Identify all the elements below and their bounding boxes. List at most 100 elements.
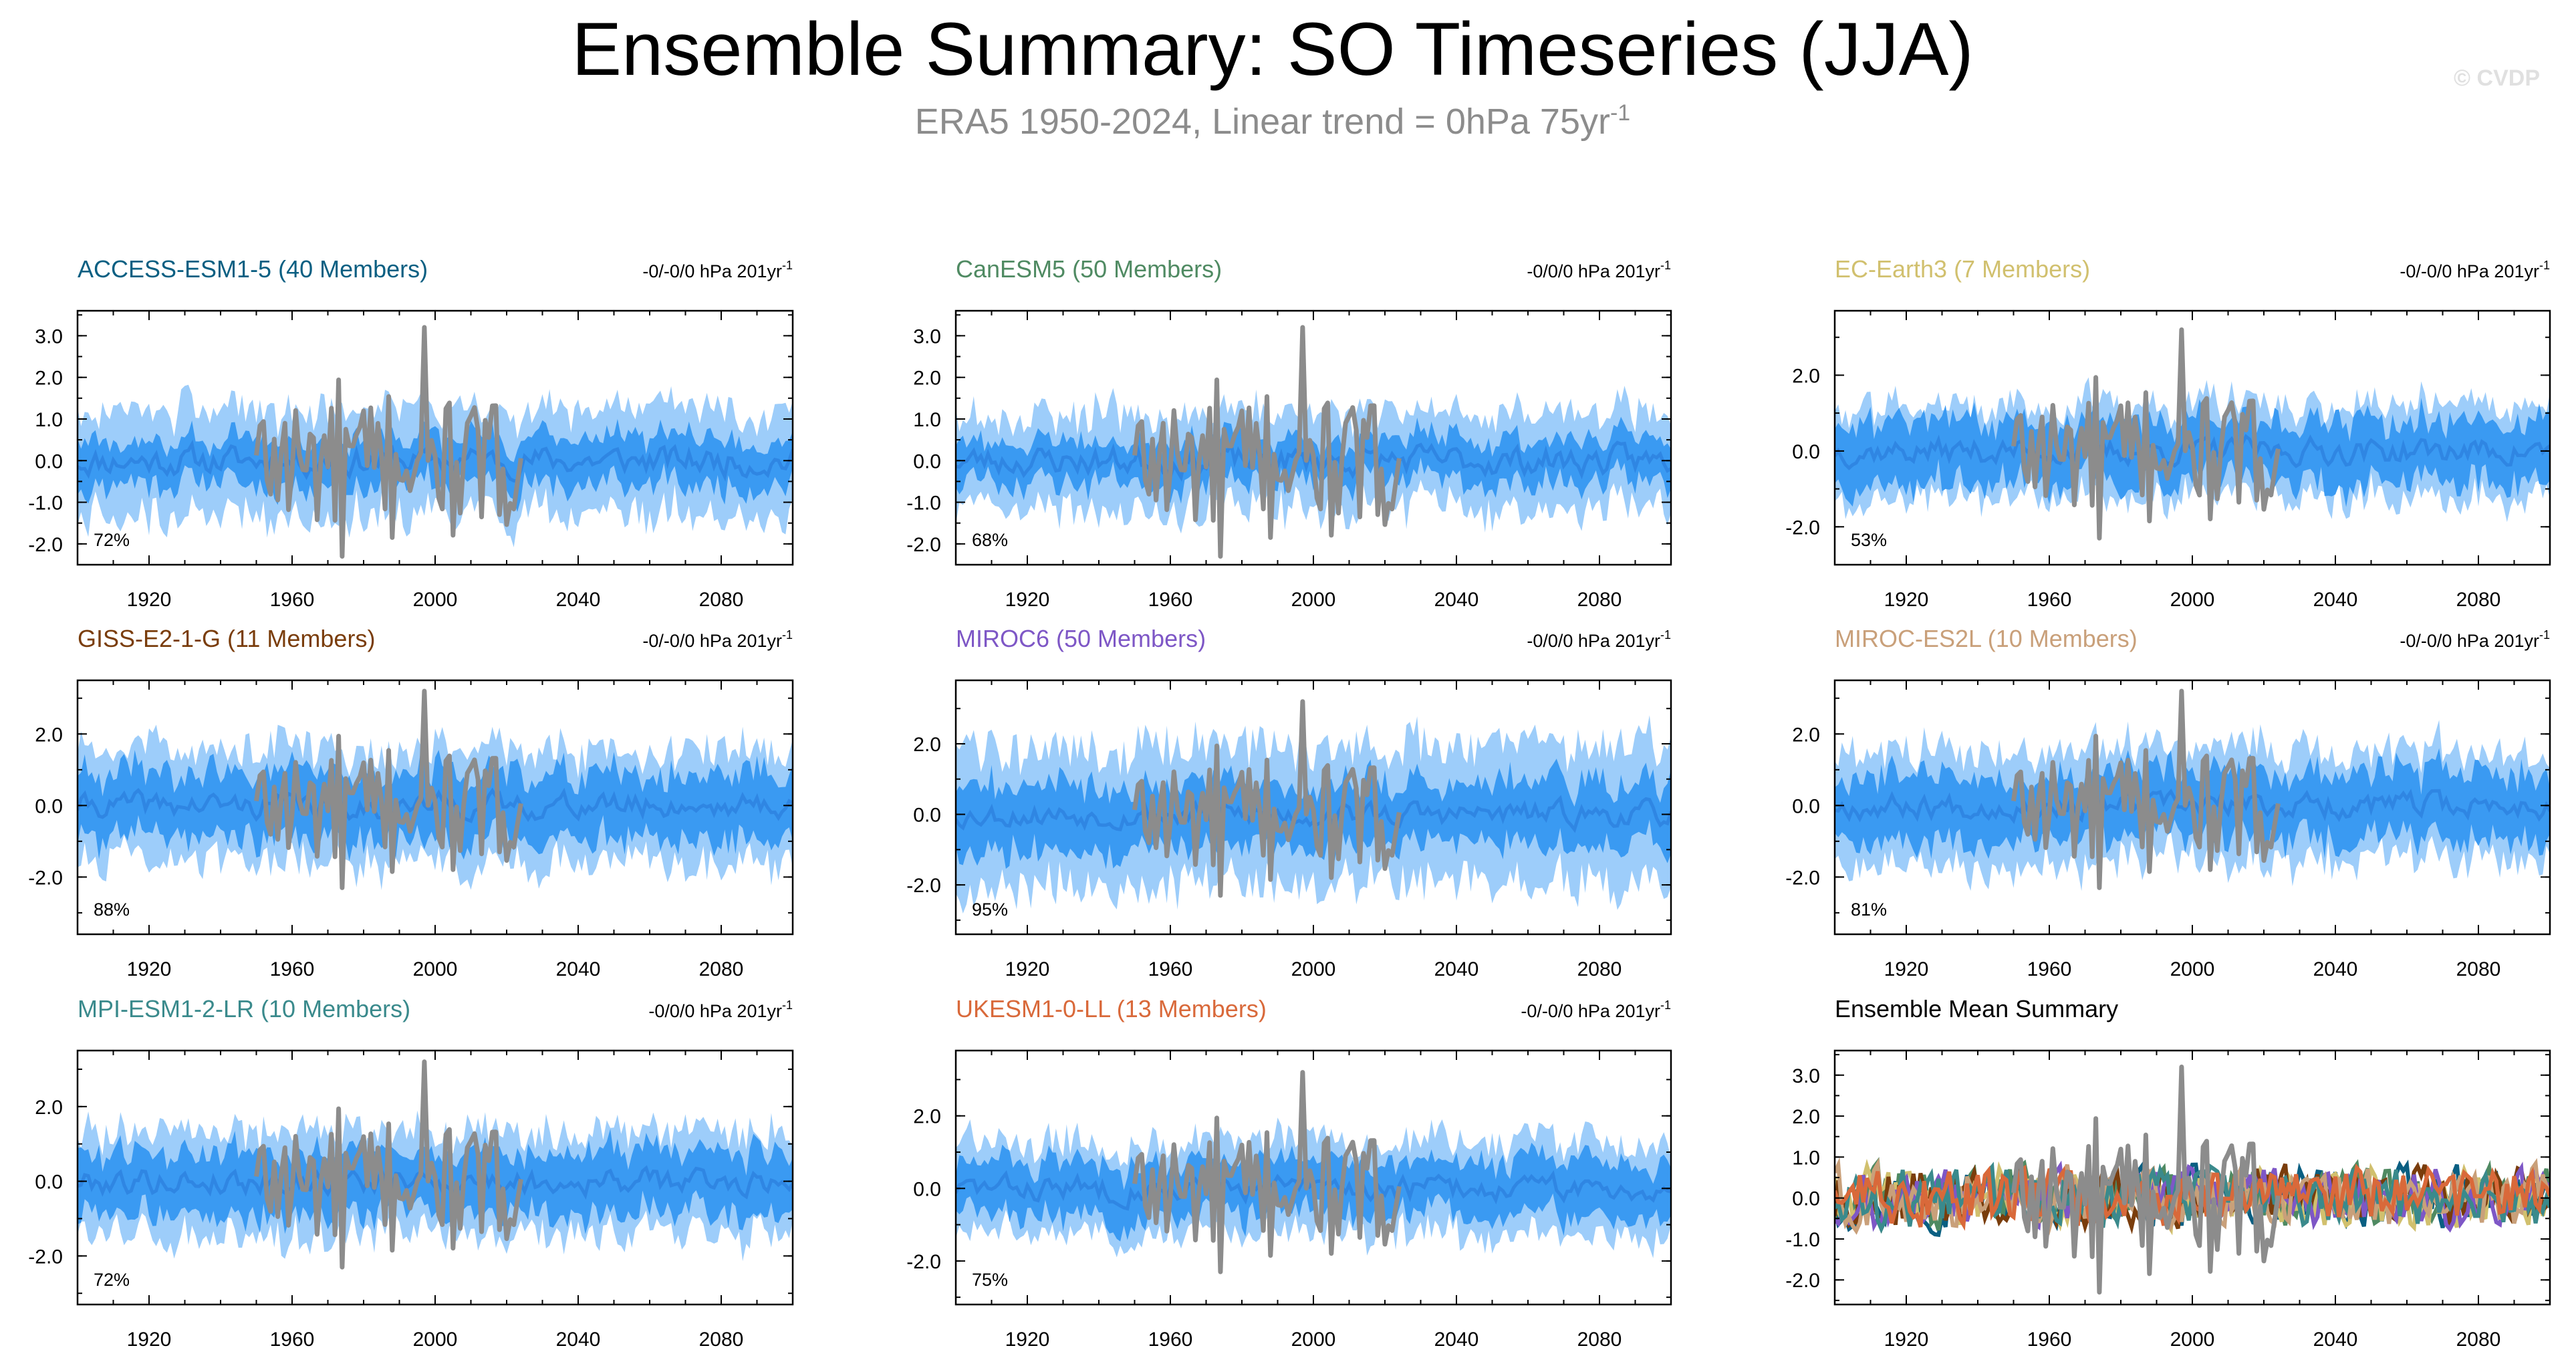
percent-label: 72% [94, 1270, 130, 1290]
x-tick-label: 1920 [1005, 589, 1050, 611]
panel-title: Ensemble Mean Summary [1835, 995, 2118, 1022]
x-tick-label: 1960 [2027, 589, 2072, 611]
x-tick-label: 1960 [270, 1329, 315, 1351]
x-tick-label: 1960 [270, 958, 315, 980]
y-tick-label: 3.0 [913, 325, 941, 348]
trend-text: -0/-0/0 hPa 201yr [2400, 261, 2539, 281]
x-tick-label: 1920 [127, 589, 172, 611]
panel-title: MIROC-ES2L (10 Members) [1835, 625, 2138, 652]
trend-superscript: -1 [782, 998, 793, 1012]
percent-label: 88% [94, 900, 130, 920]
x-tick-label: 2080 [1577, 589, 1622, 611]
y-tick-label: 2.0 [913, 734, 941, 756]
y-tick-label: -1.0 [1785, 1229, 1820, 1251]
trend-label: -0/-0/0 hPa 201yr-1 [642, 628, 793, 651]
percent-label: 68% [972, 530, 1008, 550]
trend-label: -0/-0/0 hPa 201yr-1 [2400, 628, 2550, 651]
y-tick-label: -2.0 [28, 867, 63, 889]
y-tick-label: 2.0 [35, 724, 63, 746]
trend-text: -0/-0/0 hPa 201yr [1521, 1001, 1660, 1021]
percent-label: 95% [972, 900, 1008, 920]
y-tick-label: -2.0 [28, 534, 63, 556]
x-tick-label: 2080 [1577, 1329, 1622, 1351]
x-tick-label: 1960 [270, 589, 315, 611]
percent-label: 75% [972, 1270, 1008, 1290]
trend-superscript: -1 [1660, 259, 1671, 272]
plot-area [78, 688, 793, 890]
y-tick-label: -1.0 [28, 493, 63, 515]
observations-line [1132, 325, 1402, 559]
y-tick-label: -2.0 [1785, 517, 1820, 539]
x-tick-label: 1960 [2027, 1329, 2072, 1351]
trend-text: -0/0/0 hPa 201yr [1527, 261, 1660, 281]
y-tick-label: 1.0 [35, 409, 63, 431]
subtitle-superscript: -1 [1610, 100, 1630, 126]
trend-text: -0/0/0 hPa 201yr [1527, 631, 1660, 651]
plot-area [956, 699, 1671, 914]
y-tick-label: -2.0 [28, 1246, 63, 1268]
x-tick-label: 2080 [699, 1329, 744, 1351]
percent-label: 53% [1851, 530, 1887, 550]
trend-label: -0/0/0 hPa 201yr-1 [1527, 259, 1671, 281]
y-tick-label: 2.0 [35, 368, 63, 390]
figure-subtitle: ERA5 1950-2024, Linear trend = 0hPa 75yr… [915, 100, 1630, 142]
trend-superscript: -1 [2539, 628, 2550, 642]
y-tick-label: 0.0 [35, 1172, 63, 1194]
y-tick-label: -2.0 [1785, 1270, 1820, 1292]
y-tick-label: 0.0 [913, 450, 941, 472]
y-tick-label: 0.0 [35, 450, 63, 472]
x-tick-label: 2000 [413, 589, 458, 611]
panel-grid: ACCESS-ESM1-5 (40 Members) -0/-0/0 hPa 20… [28, 255, 2551, 1351]
x-tick-label: 2080 [2456, 589, 2501, 611]
x-tick-label: 2000 [2170, 958, 2215, 980]
y-tick-label: 2.0 [1792, 365, 1820, 387]
x-tick-label: 1960 [1148, 1329, 1193, 1351]
y-tick-label: 2.0 [913, 368, 941, 390]
x-tick-label: 1920 [1884, 1329, 1929, 1351]
x-tick-label: 2040 [2313, 1329, 2358, 1351]
x-tick-label: 2080 [2456, 1329, 2501, 1351]
y-tick-label: 2.0 [35, 1097, 63, 1119]
y-tick-label: -2.0 [906, 534, 941, 556]
y-tick-label: 0.0 [1792, 441, 1820, 463]
y-tick-label: -2.0 [906, 1251, 941, 1273]
plot-area [1835, 688, 2550, 891]
observations-line [2011, 1065, 2281, 1295]
y-tick-label: -2.0 [1785, 867, 1820, 889]
x-tick-label: 2040 [1434, 958, 1479, 980]
x-tick-label: 1920 [1005, 958, 1050, 980]
y-tick-label: 0.0 [913, 805, 941, 827]
panel-title: ACCESS-ESM1-5 (40 Members) [78, 255, 428, 283]
x-tick-label: 2040 [2313, 958, 2358, 980]
observations-line [2011, 327, 2281, 541]
x-tick-label: 2080 [1577, 958, 1622, 980]
x-tick-label: 2040 [1434, 1329, 1479, 1351]
y-tick-label: -1.0 [906, 493, 941, 515]
panel-1: ACCESS-ESM1-5 (40 Members) -0/-0/0 hPa 20… [28, 255, 794, 611]
observations-line [2011, 688, 2281, 890]
x-tick-label: 2040 [556, 958, 601, 980]
x-tick-label: 2000 [1291, 958, 1336, 980]
percent-label: 72% [94, 530, 130, 550]
panel-4: GISS-E2-1-G (11 Members) -0/-0/0 hPa 201y… [28, 625, 794, 980]
x-tick-label: 2000 [413, 958, 458, 980]
trend-text: -0/-0/0 hPa 201yr [2400, 631, 2539, 651]
x-tick-label: 1920 [1005, 1329, 1050, 1351]
copyright-label: © CVDP [2454, 65, 2540, 91]
trend-label: -0/-0/0 hPa 201yr-1 [1521, 998, 1671, 1021]
x-tick-label: 1960 [2027, 958, 2072, 980]
plot-area [956, 325, 1671, 559]
panel-title: EC-Earth3 (7 Members) [1835, 255, 2090, 283]
panel-title: GISS-E2-1-G (11 Members) [78, 625, 375, 652]
y-tick-label: 2.0 [1792, 1106, 1820, 1128]
y-tick-label: 3.0 [1792, 1065, 1820, 1087]
trend-superscript: -1 [2539, 259, 2550, 272]
trend-text: -0/-0/0 hPa 201yr [642, 261, 782, 281]
x-tick-label: 1960 [1148, 589, 1193, 611]
x-tick-label: 2000 [1291, 589, 1336, 611]
trend-label: -0/0/0 hPa 201yr-1 [648, 998, 793, 1021]
plot-area [78, 325, 793, 559]
x-tick-label: 2080 [699, 958, 744, 980]
observations-line [1132, 699, 1402, 898]
